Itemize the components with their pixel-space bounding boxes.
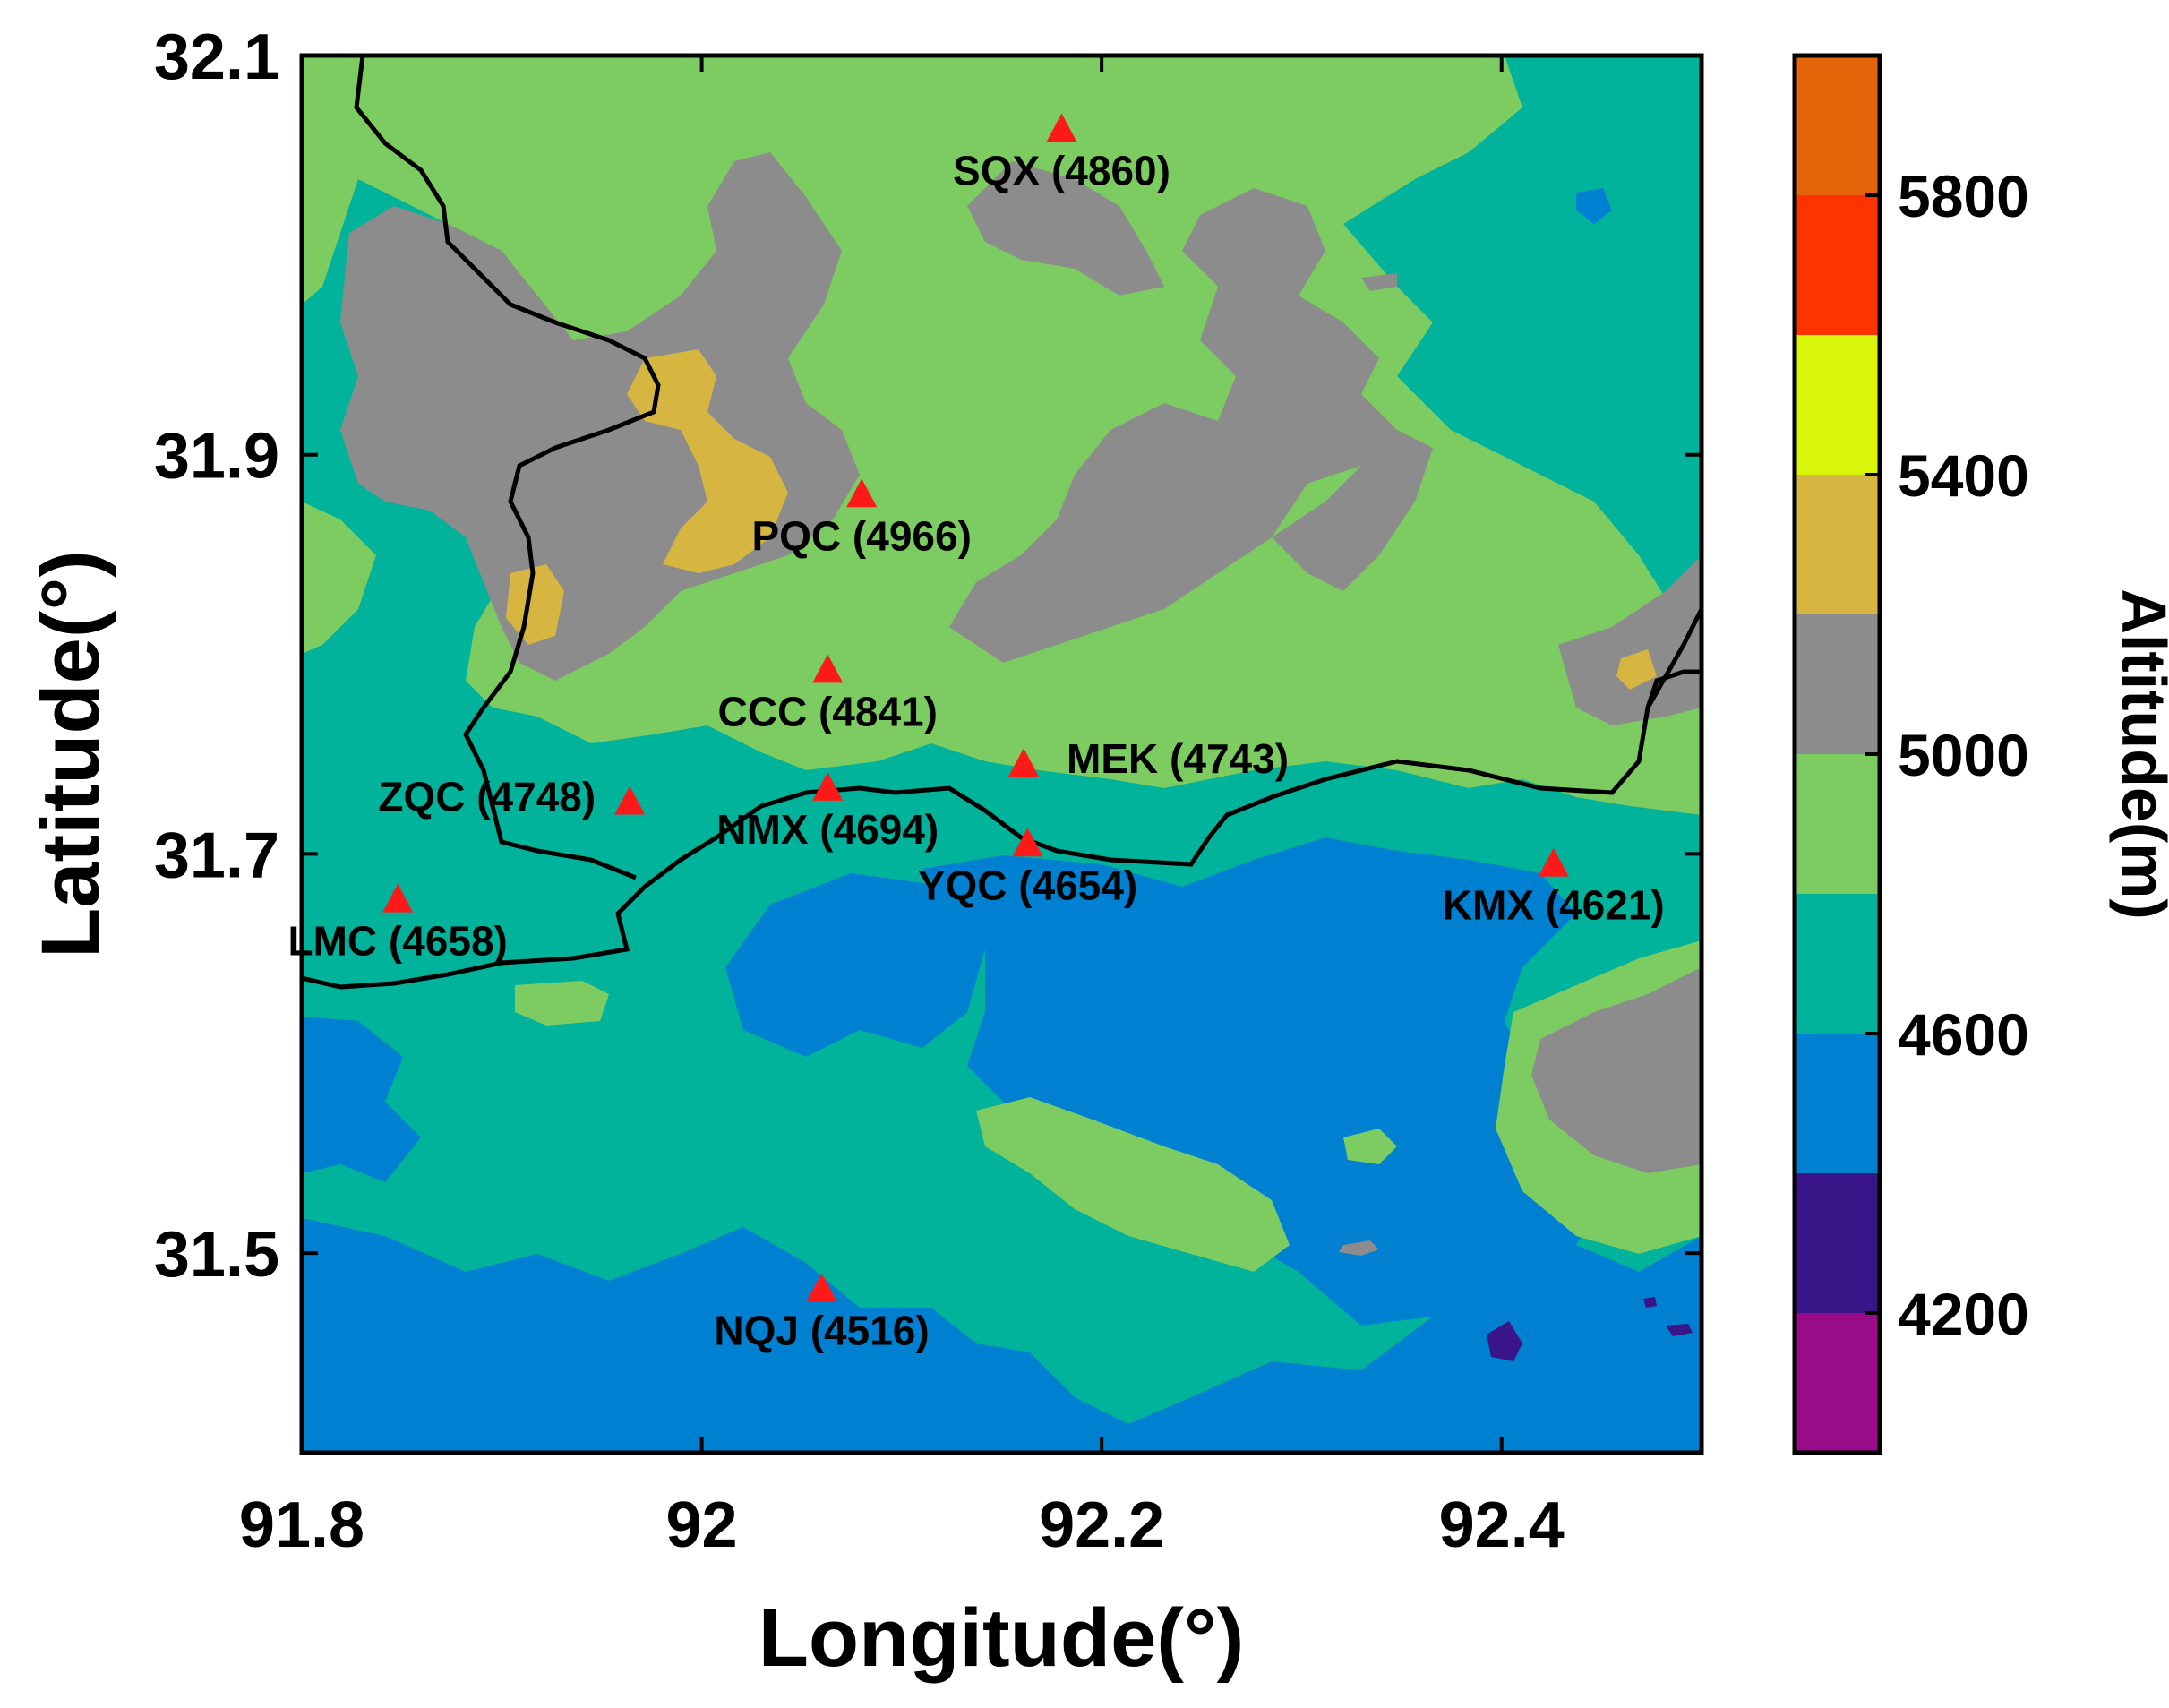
colorbar-tick-label: 5000	[1898, 722, 2029, 788]
station-marker-triangle-icon	[846, 478, 878, 508]
station-marker-triangle-icon	[1008, 748, 1040, 777]
colorbar-level-5800-6000	[1795, 56, 1880, 195]
y-tick-label: 32.1	[154, 21, 279, 93]
terrain-green-north	[340, 56, 1702, 815]
colorbar-level-4000-4200	[1795, 1313, 1880, 1453]
colorbar-tick-label: 4600	[1898, 1001, 2029, 1068]
terrain-tan-west	[506, 564, 564, 645]
colorbar-level-5200-5400	[1795, 475, 1880, 614]
terrain-purple-se3	[1643, 1297, 1657, 1308]
terrain-green-west2	[302, 502, 376, 654]
river-east-branch	[1645, 607, 1702, 709]
colorbar-level-4400-4600	[1795, 1034, 1880, 1173]
terrain-gray-northeast	[949, 188, 1397, 663]
terrain-gray-southeast	[1531, 967, 1702, 1173]
terrain-blue-south	[302, 1218, 1702, 1453]
x-tick-label: 92	[666, 1489, 738, 1561]
terrain-purple-se2	[1666, 1324, 1693, 1336]
terrain-blue-central	[725, 873, 985, 1057]
station-sqx: SQX (4860)	[953, 113, 1170, 193]
terrain-layer	[302, 56, 1702, 1453]
terrain-tan-main	[627, 349, 788, 573]
terrain-green-south-central	[976, 1097, 1290, 1272]
station-kmx: KMX (4621)	[1443, 847, 1665, 929]
station-zqc: ZQC (4748)	[378, 773, 646, 820]
x-ticks: 91.8 92 92.2 92.4	[239, 56, 1565, 1561]
terrain-gray-dot1	[1339, 1240, 1379, 1256]
map-frame	[299, 53, 1704, 1455]
station-marker-triangle-icon	[812, 771, 844, 801]
station-label: NQJ (4516)	[714, 1307, 929, 1353]
colorbar-tick-label: 5800	[1898, 163, 2029, 229]
colorbar-title: Altitude(m)	[2109, 588, 2169, 919]
station-nqj: NQJ (4516)	[714, 1273, 930, 1353]
y-ticks: 31.5 31.7 31.9 32.1	[154, 21, 1702, 1291]
station-marker-triangle-icon	[1012, 828, 1043, 857]
river-north	[354, 56, 661, 880]
colorbar-level-4800-5000	[1795, 754, 1880, 894]
terrain-green-patch-sw	[515, 981, 609, 1026]
station-marker-triangle-icon	[382, 883, 414, 913]
station-marker-triangle-icon	[1046, 113, 1077, 142]
station-marker-triangle-icon	[812, 654, 844, 683]
y-tick-label: 31.9	[154, 421, 279, 493]
colorbar-level-4200-4400	[1795, 1173, 1880, 1313]
station-label: ZQC (4748)	[378, 773, 596, 820]
station-label: MEK (4743)	[1067, 735, 1289, 782]
station-label: YQC (4654)	[918, 862, 1137, 908]
station-label: PQC (4966)	[751, 512, 971, 559]
colorbar-level-5000-5200	[1795, 614, 1880, 754]
colorbar-ticks: 4200 4600 5000 5400 5800	[1865, 163, 2029, 1347]
station-ccc: CCC (4841)	[718, 654, 938, 734]
station-pqc: PQC (4966)	[751, 478, 972, 559]
x-tick-label: 92.2	[1039, 1489, 1164, 1561]
terrain-gray-east-band	[1272, 430, 1433, 591]
colorbar: 4200 4600 5000 5400 5800 Altitude(m)	[1792, 53, 2169, 1455]
station-yqc: YQC (4654)	[918, 828, 1137, 908]
terrain-blue-west	[302, 1017, 421, 1182]
station-marker-triangle-icon	[614, 785, 646, 815]
colorbar-tick-label: 4200	[1898, 1281, 2029, 1347]
colorbar-level-5600-5800	[1795, 195, 1880, 335]
terrain-purple-se	[1487, 1321, 1522, 1361]
terrain-gray-north-central	[967, 161, 1164, 296]
colorbar-levels	[1795, 56, 1880, 1453]
stations-layer: SQX (4860) PQC (4966) CCC (4841) MEK (4743)…	[287, 113, 1665, 1353]
x-tick-label: 92.4	[1439, 1489, 1565, 1561]
terrain-blue-east	[922, 837, 1612, 1326]
y-tick-label: 31.5	[154, 1219, 279, 1291]
y-axis-title: Latitude(°)	[25, 550, 116, 958]
y-tick-label: 31.7	[154, 820, 279, 891]
colorbar-level-4600-4800	[1795, 894, 1880, 1034]
terrain-blue-ne-spot	[1576, 188, 1612, 224]
station-label: NMX (4694)	[716, 806, 939, 853]
station-label: CCC (4841)	[718, 688, 938, 734]
terrain-gray-east-edge	[1558, 555, 1702, 725]
station-label: SQX (4860)	[953, 147, 1170, 193]
x-axis-title: Longitude(°)	[759, 1592, 1245, 1684]
colorbar-tick-label: 5400	[1898, 442, 2029, 509]
station-label: KMX (4621)	[1443, 882, 1665, 929]
station-label: LMC (4658)	[287, 918, 507, 965]
terrain-gray-dot2	[1361, 273, 1397, 291]
terrain-tan-east	[1616, 649, 1657, 690]
station-marker-triangle-icon	[806, 1273, 837, 1302]
colorbar-level-5400-5600	[1795, 335, 1880, 475]
station-nmx: NMX (4694)	[716, 771, 939, 853]
station-mek: MEK (4743)	[1008, 735, 1289, 782]
river-main	[302, 669, 1702, 990]
station-lmc: LMC (4658)	[287, 883, 508, 965]
station-marker-triangle-icon	[1538, 847, 1569, 877]
terrain-green-small-se	[1343, 1129, 1397, 1164]
terrain-green-west	[302, 56, 358, 305]
x-tick-label: 91.8	[239, 1489, 364, 1561]
map-panel: 91.8 92 92.2 92.4 31.5 31.7 31.9 32.1 SQX (486…	[25, 21, 1704, 1684]
